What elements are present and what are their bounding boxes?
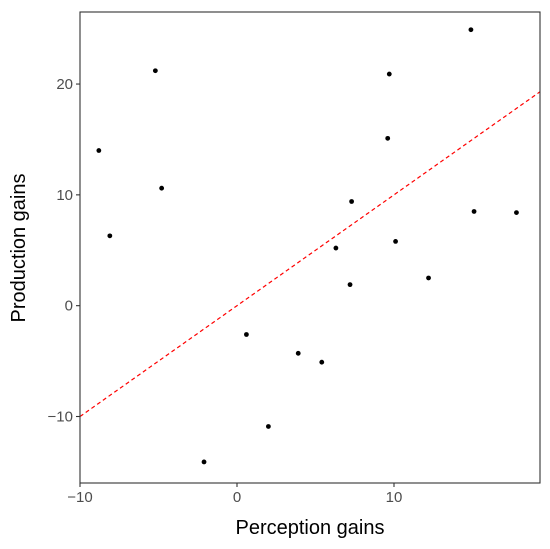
data-point (385, 135, 391, 141)
data-point (244, 332, 249, 337)
data-point (349, 199, 355, 204)
y-tick-label: 10 (56, 187, 73, 204)
y-axis-ticks: −10 0 10 20 (48, 76, 80, 426)
y-tick-label: 20 (56, 76, 73, 93)
points-layer (96, 27, 519, 465)
reference-line (79, 91, 541, 417)
x-tick-label: −10 (67, 489, 92, 506)
data-point (295, 350, 301, 356)
data-point (347, 282, 353, 288)
data-point (159, 185, 165, 191)
y-axis-title: Production gains (8, 174, 30, 323)
x-axis-title: Perception gains (236, 517, 385, 539)
data-point (152, 68, 158, 74)
data-point (514, 210, 519, 215)
data-point (468, 27, 474, 33)
plot-background (80, 12, 540, 483)
data-point (333, 245, 339, 251)
data-point (471, 209, 477, 214)
data-point (201, 459, 207, 465)
data-point (96, 148, 102, 153)
data-point (386, 71, 392, 77)
reference-line-layer (79, 91, 541, 417)
x-tick-label: 0 (233, 489, 241, 506)
data-point (319, 359, 325, 365)
x-axis-ticks: −10 0 10 (67, 483, 402, 506)
data-point (393, 239, 398, 244)
y-tick-label: −10 (48, 409, 73, 426)
data-point (265, 424, 271, 429)
data-point (426, 275, 431, 281)
x-tick-label: 10 (386, 489, 403, 506)
y-tick-label: 0 (65, 298, 73, 315)
data-point (107, 233, 113, 239)
plot-border (79, 11, 541, 484)
